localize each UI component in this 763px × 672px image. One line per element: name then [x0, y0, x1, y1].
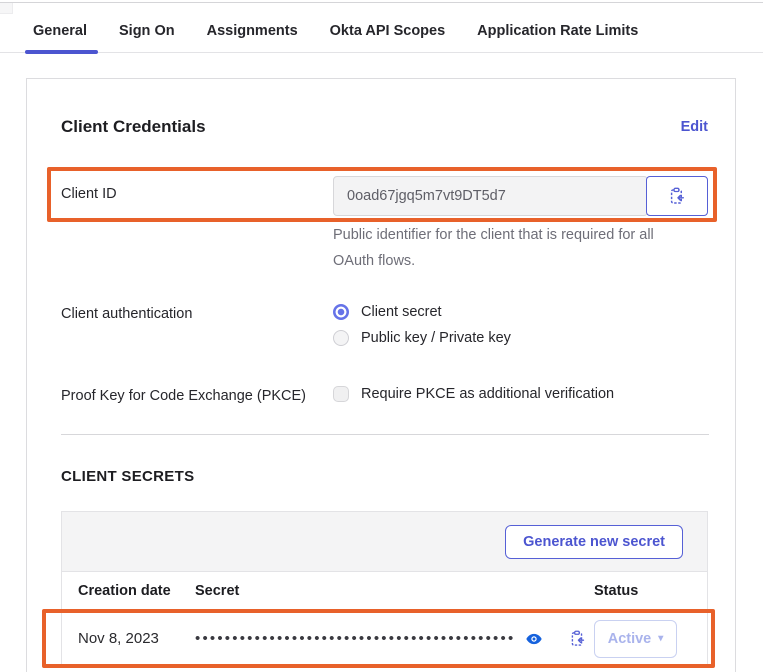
client-secrets-title: CLIENT SECRETS — [61, 468, 195, 485]
radio-unselected-icon[interactable] — [333, 330, 349, 346]
card-header: Client Credentials Edit — [61, 117, 708, 137]
secret-cell: ••••••••••••••••••••••••••••••••••••••••… — [195, 630, 594, 648]
checkbox-unchecked-icon[interactable] — [333, 386, 349, 402]
masked-secret-value: ••••••••••••••••••••••••••••••••••••••••… — [195, 630, 516, 647]
client-secrets-table: Generate new secret Creation date Secret… — [42, 511, 715, 668]
client-credentials-card: Client Credentials Edit Client ID — [26, 78, 736, 672]
radio-selected-icon[interactable] — [333, 304, 349, 320]
client-authentication-label: Client authentication — [61, 306, 193, 322]
status-label: Active — [607, 630, 652, 647]
client-id-row: Client ID — [47, 167, 717, 222]
tab-application-rate-limits[interactable]: Application Rate Limits — [477, 22, 639, 39]
status-dropdown-button[interactable]: Active ▾ — [594, 619, 677, 658]
tab-assignments[interactable]: Assignments — [206, 22, 298, 39]
client-id-input[interactable] — [333, 176, 648, 216]
section-divider — [61, 434, 709, 435]
pkce-row: Proof Key for Code Exchange (PKCE) Requi… — [61, 377, 708, 404]
radio-client-secret[interactable]: Client secret — [333, 304, 511, 320]
app-tabbar: General Sign On Assignments Okta API Sco… — [0, 3, 763, 54]
client-authentication-options: Client secret Public key / Private key — [333, 295, 511, 346]
pkce-checkbox-label: Require PKCE as additional verification — [361, 386, 615, 402]
corner-artifact — [0, 3, 13, 14]
creation-date-cell: Nov 8, 2023 — [78, 630, 159, 647]
column-header-creation-date: Creation date — [78, 583, 171, 599]
clipboard-copy-icon — [668, 187, 686, 205]
table-row: Nov 8, 2023 ••••••••••••••••••••••••••••… — [42, 609, 715, 668]
generate-new-secret-button[interactable]: Generate new secret — [505, 524, 683, 559]
tab-general[interactable]: General — [25, 22, 98, 54]
client-authentication-row: Client authentication Client secret Publ… — [61, 295, 708, 346]
radio-client-secret-label: Client secret — [361, 304, 442, 320]
radio-public-private-key-label: Public key / Private key — [361, 330, 511, 346]
pkce-label: Proof Key for Code Exchange (PKCE) — [61, 388, 307, 404]
client-id-label: Client ID — [61, 186, 117, 202]
copy-client-id-button[interactable] — [646, 176, 708, 216]
column-header-status: Status — [594, 583, 639, 599]
top-divider — [0, 2, 763, 3]
table-header-row: Creation date Secret Status — [62, 572, 707, 611]
chevron-down-icon: ▾ — [658, 632, 664, 644]
section-title: Client Credentials — [61, 117, 206, 136]
client-id-help-row: Public identifier for the client that is… — [333, 222, 708, 274]
status-cell: Active ▾ — [594, 619, 691, 658]
tab-sign-on[interactable]: Sign On — [119, 22, 175, 39]
reveal-secret-button[interactable] — [525, 630, 543, 648]
table-toolbar: Generate new secret — [62, 512, 707, 572]
column-header-secret: Secret — [195, 583, 240, 599]
client-id-input-group — [333, 176, 708, 216]
eye-icon — [525, 630, 543, 648]
clipboard-copy-icon — [569, 630, 586, 647]
tab-okta-api-scopes[interactable]: Okta API Scopes — [329, 22, 446, 39]
copy-secret-button[interactable] — [569, 630, 586, 647]
pkce-checkbox-option[interactable]: Require PKCE as additional verification — [333, 377, 614, 402]
radio-public-private-key[interactable]: Public key / Private key — [333, 330, 511, 346]
client-id-help-text: Public identifier for the client that is… — [333, 227, 654, 269]
edit-link[interactable]: Edit — [680, 119, 708, 135]
